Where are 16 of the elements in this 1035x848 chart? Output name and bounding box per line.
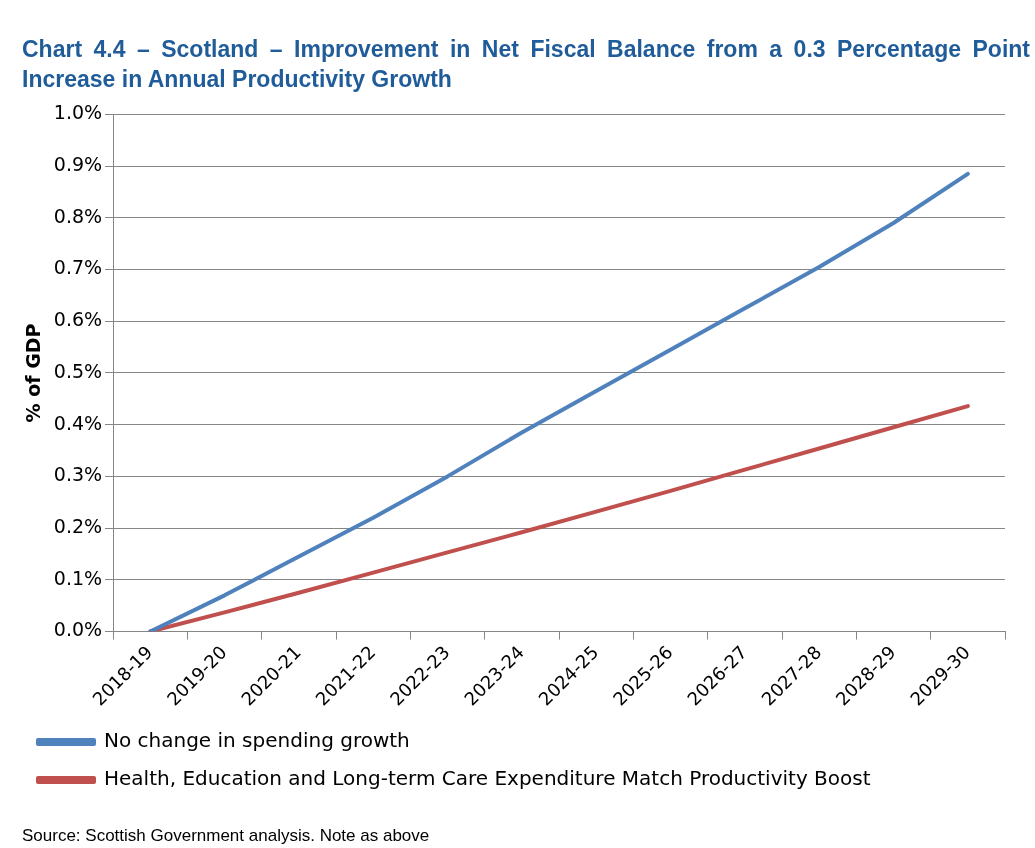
- y-tick-label: 0.8%: [53, 204, 103, 227]
- y-tick-label: 0.1%: [53, 566, 103, 589]
- y-tick-label: 0.6%: [53, 308, 103, 331]
- chart-title: Chart 4.4 – Scotland – Improvement in Net Fiscal Balance from a 0.3 Percentage Point Increase in Annual Productivity Growth: [22, 35, 1030, 94]
- y-tick-label: 0.3%: [53, 463, 103, 486]
- y-tick-label: 0.5%: [53, 359, 103, 382]
- y-tick-label: 0.2%: [53, 515, 103, 538]
- source-note: Source: Scottish Government analysis. Note as above: [22, 826, 430, 846]
- y-tick-label: 1.0%: [53, 101, 103, 124]
- legend-label: Health, Education and Long-term Care Expenditure Match Productivity Boost: [104, 766, 871, 791]
- y-tick-label: 0.0%: [53, 618, 103, 641]
- y-tick-label: 0.4%: [53, 411, 103, 434]
- legend-label: No change in spending growth: [104, 728, 410, 753]
- y-tick-label: 0.7%: [53, 256, 103, 279]
- y-tick-label: 0.9%: [53, 153, 103, 176]
- y-axis-title: % of GDP: [22, 323, 45, 423]
